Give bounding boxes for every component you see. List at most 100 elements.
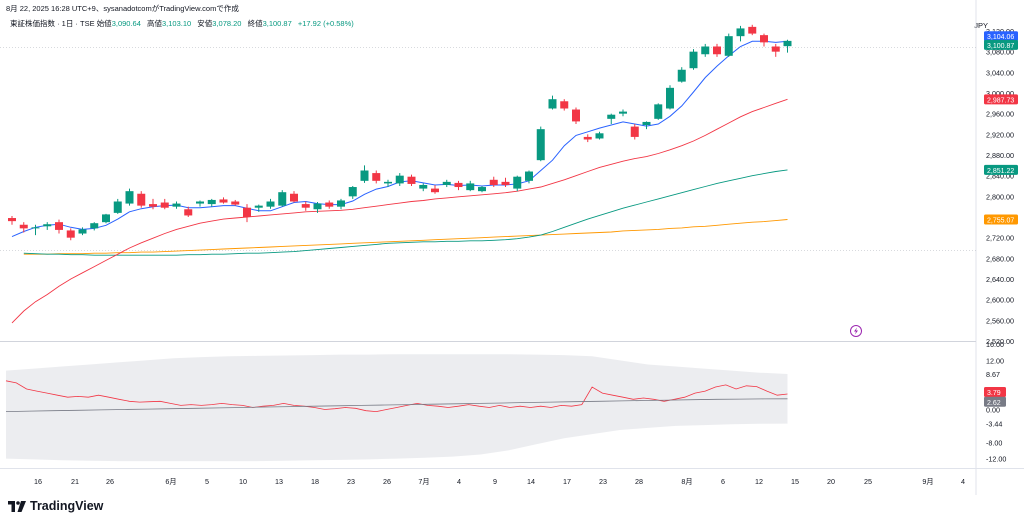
indicator-price-tag: 2.62 [987,400,1001,407]
price-tick-label: 2,520.00 [986,337,1014,346]
sma-long-price-tag-bg [984,164,1018,175]
price-tick-label: 2,840.00 [986,172,1014,181]
candle-body [536,129,545,161]
last-price-tag: 3,100.87 [987,43,1014,50]
candle-body [266,201,275,207]
candle-body [677,69,686,82]
time-tick-label: 13 [275,477,283,486]
time-tick-label: 26 [383,477,391,486]
candle-body [78,229,87,234]
indicator-price-tag-bg [984,386,1006,397]
candle-body [442,181,451,185]
candle-body [431,188,439,193]
candle-body [501,181,510,185]
indicator-signal-line [5,398,788,412]
time-tick-label: 20 [827,477,835,486]
time-tick-label: 5 [205,477,209,486]
candle-body [337,200,345,207]
time-tick-label: 4 [457,477,461,486]
time-tick-label: 18 [311,477,319,486]
time-tick-label: 14 [527,477,535,486]
sma-medium-line [11,98,788,324]
price-tick-label: 3,000.00 [986,89,1014,98]
price-tick-label: 2,680.00 [986,254,1014,263]
candle-body [66,230,75,238]
indicator-tick-label: -12.00 [986,455,1006,464]
symbol-legend[interactable]: 東証株価指数 · 1日 · TSE 始値3,090.64 高値3,103.10 … [10,18,358,29]
candle-body [489,179,498,185]
chart-canvas[interactable]: 2,520.00 2,560.00 2,600.00 2,640.00 2,680.00… [0,0,1024,495]
price-tick-label: 2,640.00 [986,275,1014,284]
indicator-tick-label: 8.67 [986,370,1000,379]
candle-body [8,218,16,222]
candle-body [607,114,616,119]
price-tick-label: 3,080.00 [986,48,1014,57]
close-value: 3,100.87 [262,19,292,28]
candle-body [583,136,592,140]
candle-body [384,181,392,184]
candle-body [666,87,674,109]
indicator-tick-label: 12.00 [986,356,1004,365]
candle-body [619,111,627,114]
candle-body [196,201,204,204]
candle-body [548,99,557,109]
candle-body [55,222,63,230]
time-tick-label: 8月 [681,477,692,486]
candle-body [372,173,381,181]
low-label: 安値 [197,19,213,28]
candle-body [125,191,134,204]
indicator-tick-label: -8.00 [986,438,1002,447]
candle-body [149,204,157,207]
time-tick-label: 6 [721,477,725,486]
candle-body [31,227,40,229]
sma-longest-price-tag: 2,755.07 [987,218,1014,225]
candle-body [219,199,228,203]
sma-short-price-tag: 3,104.06 [987,34,1014,41]
candle-body [689,51,698,69]
candle-body [713,46,721,55]
high-label: 高値 [146,19,162,28]
candle-body [642,121,651,126]
time-tick-label: 21 [71,477,79,486]
price-tick-label: 2,600.00 [986,296,1014,305]
time-tick-label: 17 [563,477,571,486]
candle-body [595,133,604,139]
candle-body [207,199,216,205]
candle-body [313,203,322,210]
sma-longest-price-tag-bg [984,214,1018,225]
indicator-tick-label: -3.44 [986,420,1002,429]
candle-body [231,201,240,205]
candle-body [19,224,28,229]
candle-body [513,176,522,189]
time-tick-label: 16 [34,477,42,486]
symbol-line: 東証株価指数 · 1日 · TSE [10,19,95,28]
sma-medium-price-tag-bg [984,94,1018,105]
time-tick-label: 4 [961,477,965,486]
candle-body [560,101,569,109]
sma-long-price-tag: 2,851.22 [987,168,1014,175]
low-value: 3,078.20 [212,19,242,28]
close-label: 終値 [247,19,263,28]
currency-label[interactable]: JPY [974,21,988,30]
candle-body [572,109,580,122]
open-label: 始値 [96,19,112,28]
open-value: 3,090.64 [111,19,141,28]
candle-body [90,223,99,229]
candle-body [137,193,146,206]
time-tick-label: 12 [755,477,763,486]
indicator-price-tag: 3.79 [987,390,1001,397]
sma-medium-price-tag: 2,987.73 [987,97,1014,104]
candle-body [454,182,463,188]
candle-body [113,201,122,213]
candle-body [290,193,298,202]
candle-body [160,202,169,208]
price-tick-label: 2,920.00 [986,130,1014,139]
candle-body [736,28,745,37]
time-tick-label: 9月 [922,477,933,486]
candle-body [325,202,334,207]
candle-body [301,204,310,208]
candle-body [243,207,251,217]
price-tick-label: 2,880.00 [986,151,1014,160]
tradingview-brand[interactable]: TradingView [8,499,103,513]
indicator-price-tag-bg [984,396,1006,407]
